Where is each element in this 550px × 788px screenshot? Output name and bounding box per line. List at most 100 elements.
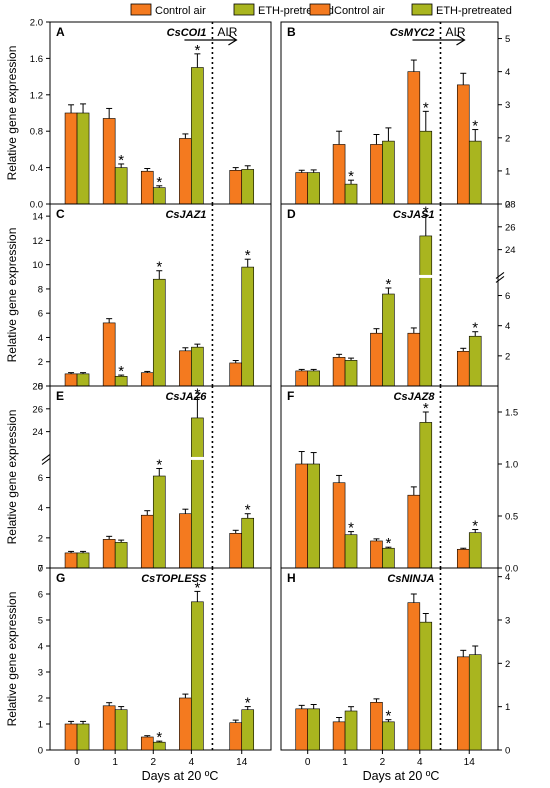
bar bbox=[241, 517, 255, 569]
y-tick-label: 5 bbox=[505, 34, 510, 45]
gene-name: CsJAZ6 bbox=[165, 391, 207, 403]
bar bbox=[332, 357, 346, 387]
bar bbox=[140, 170, 154, 205]
y-tick-label: 6 bbox=[38, 590, 43, 601]
bar bbox=[382, 140, 395, 205]
significance-star: * bbox=[245, 247, 251, 264]
significance-star: * bbox=[118, 152, 124, 169]
panel-letter: F bbox=[287, 389, 294, 403]
bar bbox=[468, 532, 482, 569]
bar bbox=[241, 169, 255, 205]
gene-name: CsJAZ8 bbox=[394, 391, 436, 403]
bar bbox=[419, 235, 433, 387]
gene-name: CsJAS1 bbox=[393, 209, 435, 221]
bar bbox=[407, 332, 421, 387]
panel-letter: A bbox=[56, 25, 65, 39]
bar bbox=[64, 373, 78, 387]
bar bbox=[332, 482, 346, 569]
y-tick-label: 28 bbox=[32, 382, 43, 393]
y-tick-label: 0.8 bbox=[30, 127, 43, 138]
legend-swatch-control-right bbox=[309, 3, 331, 16]
bar bbox=[468, 140, 482, 205]
y-tick-label: 2.0 bbox=[30, 18, 43, 29]
gene-name: CsJAZ1 bbox=[165, 209, 206, 221]
significance-star: * bbox=[118, 363, 124, 380]
bar bbox=[102, 322, 116, 387]
bar bbox=[76, 373, 90, 387]
y-tick-label: 2 bbox=[38, 694, 43, 705]
bar bbox=[191, 67, 204, 205]
air-arrow-head bbox=[228, 34, 238, 46]
bar bbox=[307, 463, 320, 569]
bar bbox=[140, 372, 154, 387]
panel-h: H CsNINJA 0 1 2 3 4 * 0 1 2 4 14 bbox=[280, 567, 510, 768]
legend-swatch-eth bbox=[233, 3, 255, 16]
bar bbox=[295, 463, 308, 569]
gene-name: CsNINJA bbox=[387, 573, 434, 585]
y-tick-label: 26 bbox=[505, 222, 516, 233]
y-tick-label: 24 bbox=[32, 427, 43, 438]
legend: Control air ETH-pretreated Control air E… bbox=[130, 3, 512, 17]
y-tick-label: 2 bbox=[38, 357, 43, 368]
bar bbox=[332, 144, 346, 205]
bar bbox=[344, 710, 358, 751]
bar bbox=[468, 654, 482, 751]
significance-star: * bbox=[194, 385, 200, 402]
bar bbox=[114, 542, 128, 569]
bar bbox=[307, 370, 320, 387]
axis-break-mark bbox=[41, 458, 51, 465]
y-tick-label: 0 bbox=[38, 382, 43, 393]
panel-c: C CsJAZ1 0 2 4 6 8 10 12 14 * * * Relative gene expre… bbox=[5, 203, 272, 393]
bar bbox=[241, 266, 255, 387]
significance-star: * bbox=[245, 502, 251, 519]
bar bbox=[295, 708, 308, 751]
y-tick-label: 6 bbox=[505, 291, 510, 302]
gene-name: CsCOI1 bbox=[167, 27, 207, 39]
significance-star: * bbox=[348, 168, 354, 185]
legend-label-control-right: Control air bbox=[334, 5, 385, 17]
x-tick-label: 0 bbox=[74, 757, 80, 768]
bar bbox=[407, 494, 421, 569]
bar bbox=[407, 71, 421, 205]
bar bbox=[191, 417, 204, 569]
bar bbox=[456, 548, 470, 569]
bar bbox=[419, 422, 433, 569]
y-axis-label: Relative gene expression bbox=[5, 228, 19, 363]
bar-break-gap bbox=[418, 274, 433, 278]
panel-a: A CsCOI1 AIR 0.0 0.4 0.8 1.2 1.6 2.0 * * * Relative … bbox=[5, 18, 272, 211]
bar bbox=[468, 335, 482, 387]
bar bbox=[179, 697, 192, 751]
bar bbox=[64, 552, 78, 569]
x-tick-label: 14 bbox=[236, 757, 248, 768]
significance-star: * bbox=[472, 118, 478, 135]
legend-label-control: Control air bbox=[155, 5, 206, 17]
y-tick-label: 12 bbox=[32, 236, 43, 247]
significance-star: * bbox=[385, 708, 391, 725]
significance-star: * bbox=[194, 579, 200, 596]
bar bbox=[114, 709, 128, 751]
x-axis-label-right: Days at 20 ºC bbox=[363, 769, 440, 783]
y-tick-label: 26 bbox=[32, 404, 43, 415]
bar bbox=[419, 130, 433, 205]
y-tick-label: 14 bbox=[32, 212, 43, 223]
significance-star: * bbox=[194, 42, 200, 59]
significance-star: * bbox=[156, 174, 162, 191]
gene-name: CsTOPLESS bbox=[141, 573, 207, 585]
bar bbox=[152, 475, 166, 569]
bar bbox=[102, 705, 116, 751]
bar bbox=[64, 723, 78, 751]
y-tick-label: 0.4 bbox=[30, 163, 43, 174]
y-axis-label: Relative gene expression bbox=[5, 592, 19, 727]
bar bbox=[456, 656, 470, 751]
significance-star: * bbox=[385, 276, 391, 293]
y-tick-label: 24 bbox=[505, 245, 516, 256]
x-tick-label: 0 bbox=[305, 757, 311, 768]
y-tick-label: 4 bbox=[505, 572, 510, 583]
significance-star: * bbox=[423, 203, 429, 220]
bar bbox=[344, 183, 358, 205]
y-tick-label: 5 bbox=[38, 616, 43, 627]
bar bbox=[179, 513, 192, 569]
y-axis-label: Relative gene expression bbox=[5, 46, 19, 181]
y-tick-label: 2 bbox=[38, 533, 43, 544]
significance-star: * bbox=[385, 535, 391, 552]
